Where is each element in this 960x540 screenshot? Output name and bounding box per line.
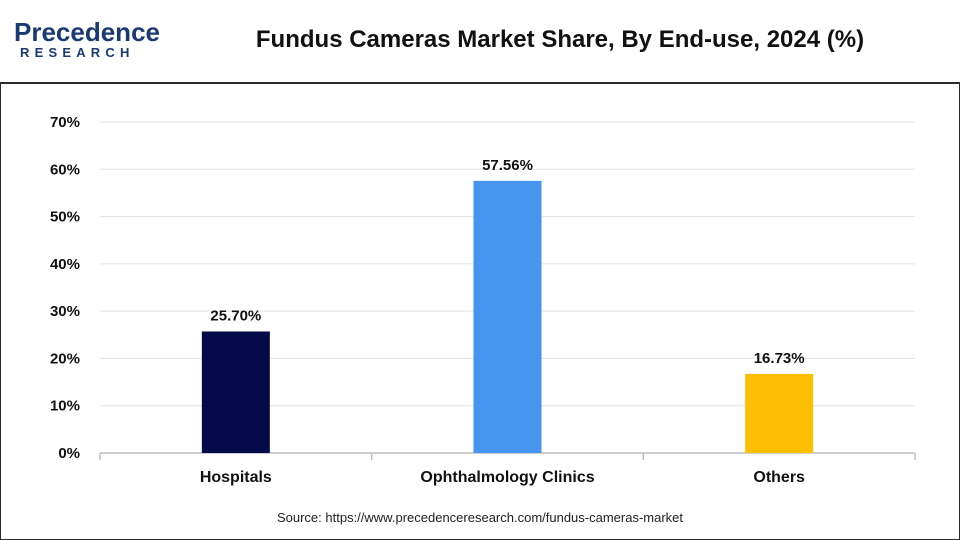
chart-title: Fundus Cameras Market Share, By End-use,… [255,26,865,53]
x-tick-label: Others [753,469,805,486]
bar [745,373,814,453]
y-tick-label: 40% [50,256,80,273]
x-tick-label: Hospitals [200,469,272,486]
y-tick-label: 30% [50,303,80,320]
y-tick-label: 70% [50,114,80,131]
logo-subtitle: RESEARCH [20,45,135,60]
y-tick-label: 0% [58,445,80,462]
data-label: 57.56% [482,157,533,174]
bar [473,180,542,453]
y-tick-label: 60% [50,161,80,178]
y-tick-label: 10% [50,398,80,415]
y-tick-label: 20% [50,350,80,367]
data-label: 25.70% [210,307,261,324]
source-note: Source: https://www.precedenceresearch.c… [276,510,684,525]
bar [201,331,270,453]
y-tick-label: 50% [50,209,80,226]
x-tick-label: Ophthalmology Clinics [420,469,594,486]
data-label: 16.73% [754,350,805,367]
logo-wordmark: Precedence [14,17,160,47]
header: Precedence RESEARCH Fundus Cameras Marke… [0,0,960,84]
brand-logo: Precedence RESEARCH [14,17,160,62]
